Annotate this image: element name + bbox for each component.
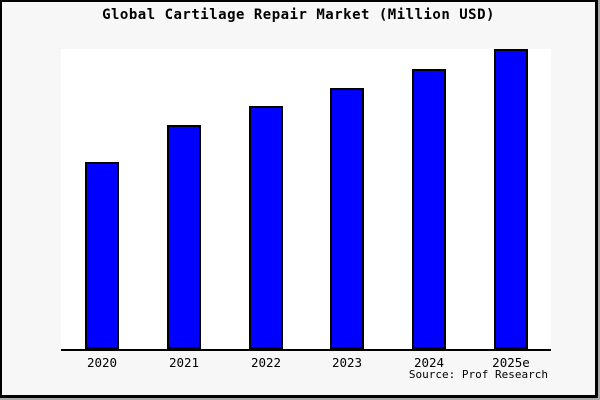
x-tick-label-2024: 2024 — [413, 355, 445, 370]
x-tick-label-2025e: 2025e — [492, 355, 530, 370]
bar-2022 — [249, 106, 283, 349]
bar-2024 — [412, 69, 446, 349]
bar-2023 — [330, 88, 364, 349]
source-credit: Source: Prof Research — [408, 368, 548, 381]
bar-2025e — [494, 49, 528, 349]
bar-2021 — [167, 125, 201, 349]
x-tick-label-2020: 2020 — [86, 355, 118, 370]
x-tick-label-2023: 2023 — [331, 355, 363, 370]
plot-area — [61, 49, 551, 351]
bar-2020 — [85, 162, 119, 349]
x-tick-label-2022: 2022 — [250, 355, 282, 370]
chart-title: Global Cartilage Repair Market (Million … — [102, 7, 495, 23]
x-tick-label-2021: 2021 — [168, 355, 200, 370]
